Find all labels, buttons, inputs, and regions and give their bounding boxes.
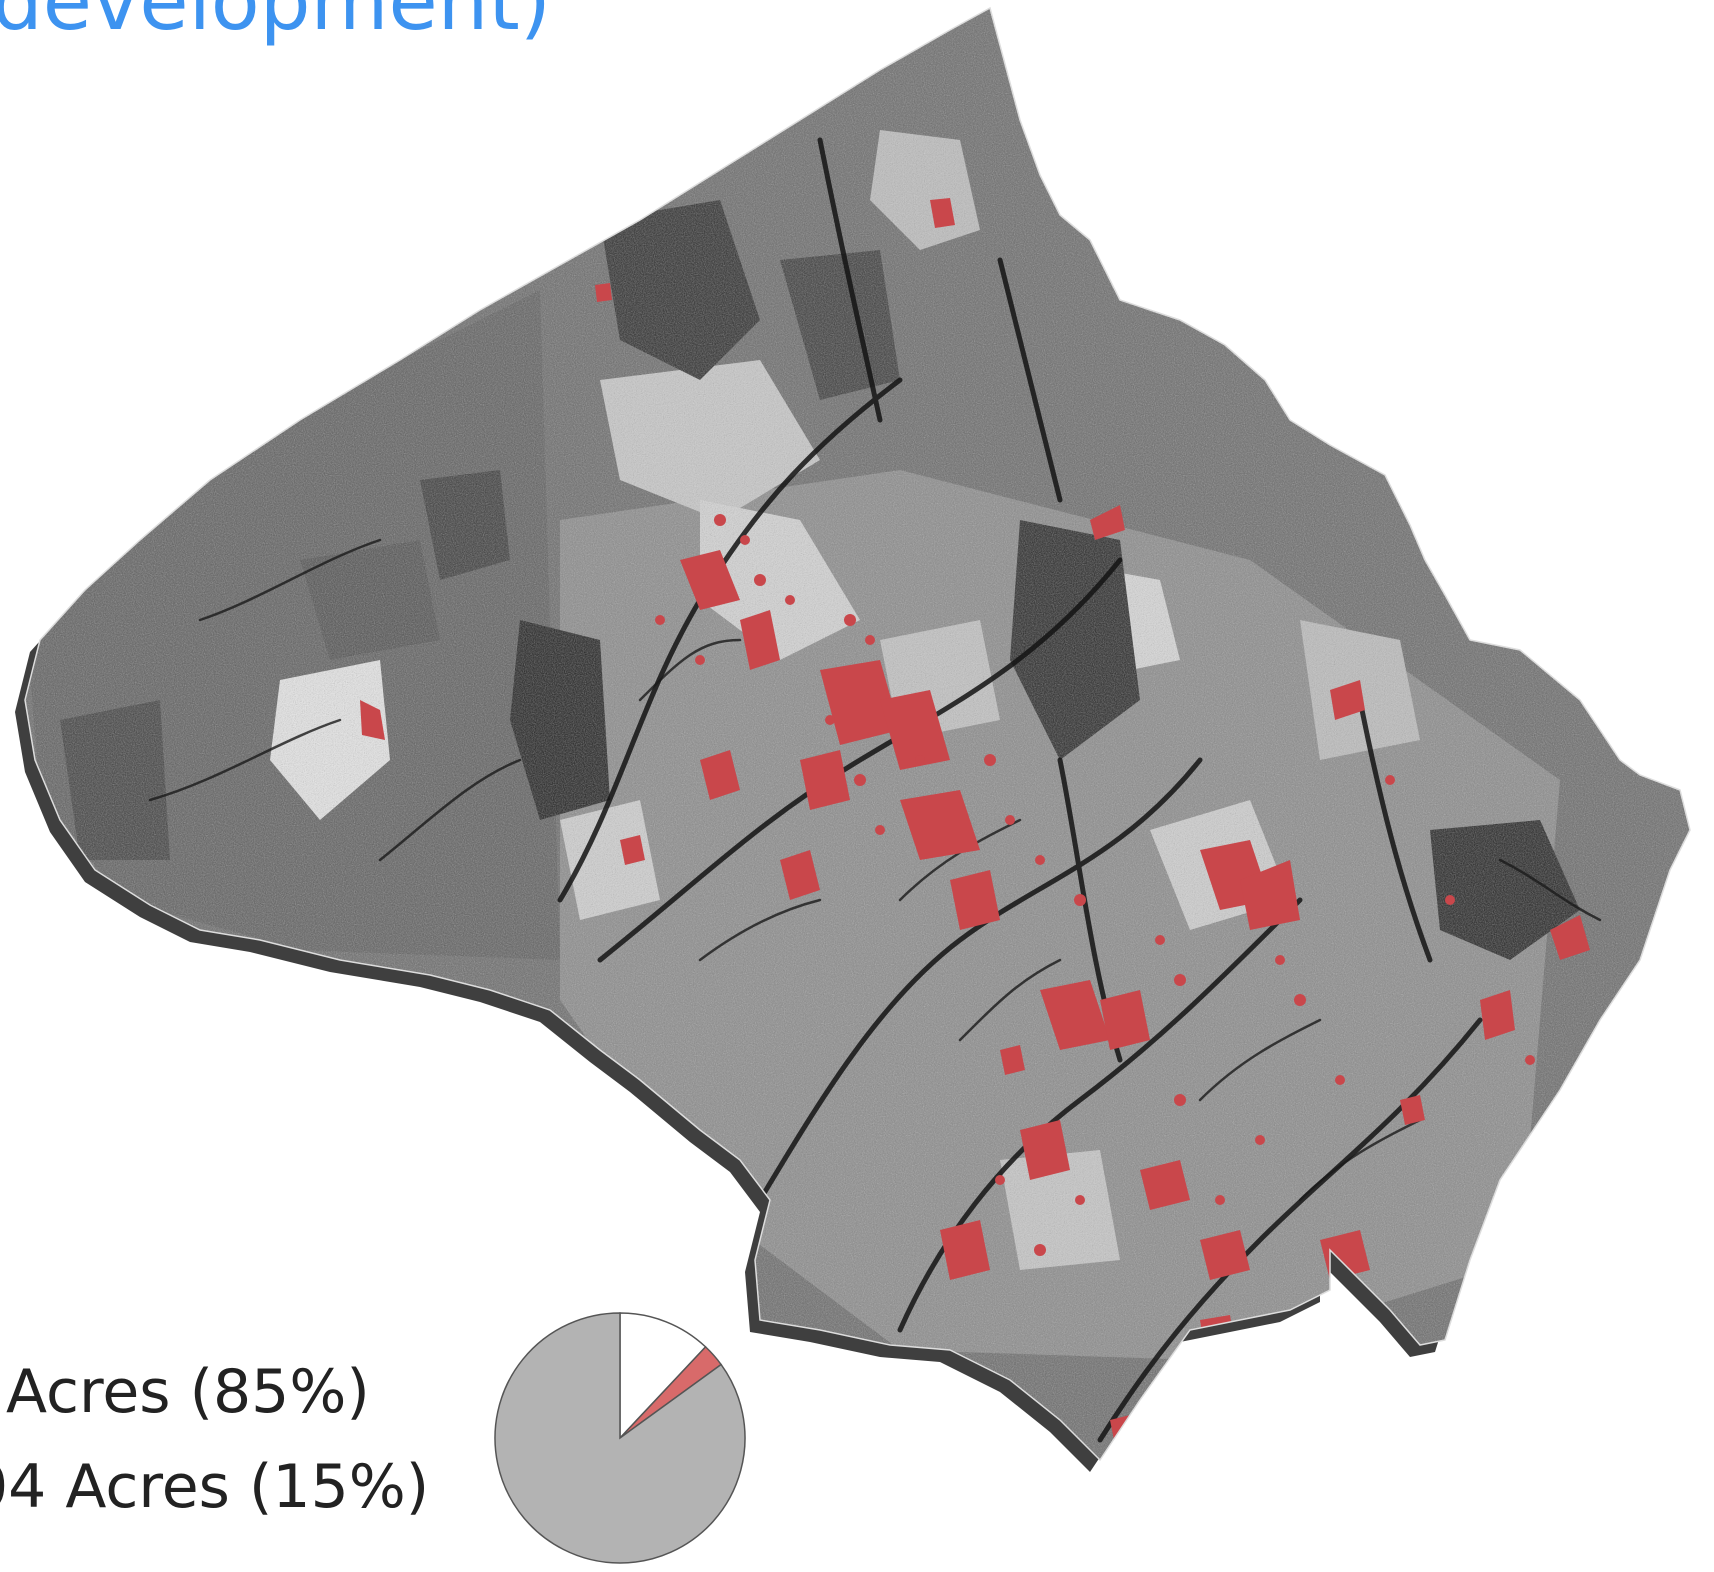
legend-item-1: Acres (85%) — [6, 1357, 370, 1427]
legend-item-2: 04 Acres (15%) — [0, 1452, 430, 1522]
pie-slice-1 — [494, 1312, 746, 1564]
pie-slice-3 — [619, 1312, 707, 1440]
pie-chart — [494, 1312, 746, 1564]
page-title: development) — [0, 0, 551, 48]
